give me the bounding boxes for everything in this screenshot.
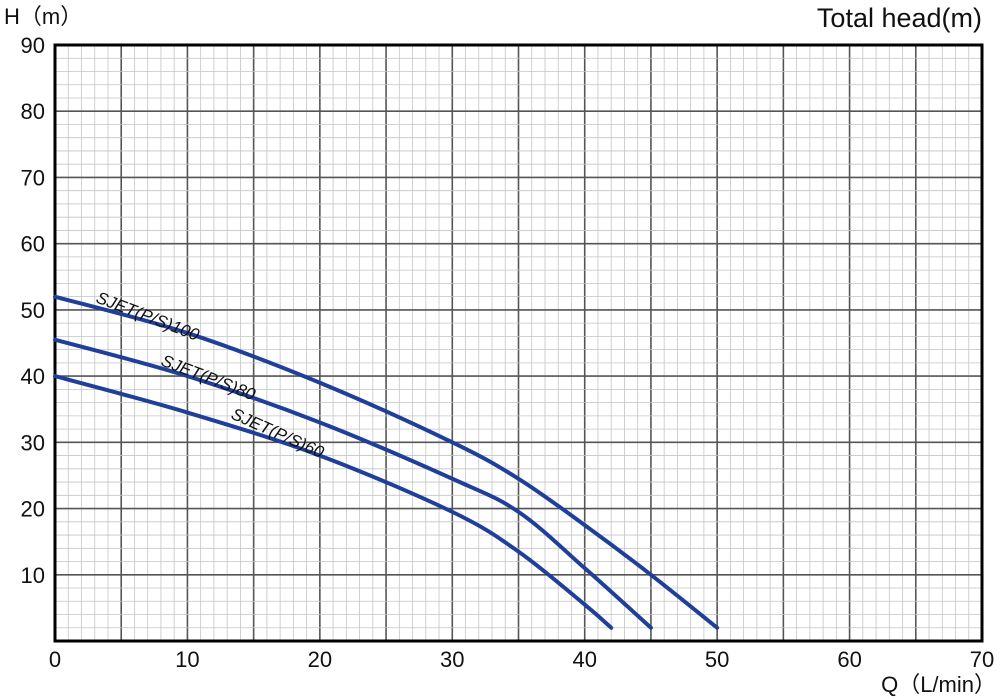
- x-axis-title: Q（L/min）: [881, 672, 996, 697]
- y-tick-label: 60: [21, 232, 45, 257]
- series-layer: [53, 294, 720, 630]
- y-tick-label: 40: [21, 364, 45, 389]
- x-tick-label: 0: [49, 647, 61, 672]
- x-tick-label: 40: [572, 647, 596, 672]
- series-line-2: [53, 337, 653, 630]
- tick-layer: 0 10 20 30 40 50 60 70 10 20 30 40 50 60 70 80 90: [21, 33, 995, 672]
- y-tick-label: 10: [21, 563, 45, 588]
- x-tick-label: 20: [308, 647, 332, 672]
- x-tick-label: 10: [175, 647, 199, 672]
- y-tick-label: 50: [21, 298, 45, 323]
- x-tick-label: 60: [837, 647, 861, 672]
- chart-title: Total head(m): [817, 3, 982, 33]
- plot-frame: [53, 43, 984, 643]
- y-tick-label: 80: [21, 99, 45, 124]
- x-tick-label: 30: [440, 647, 464, 672]
- series-label-2: SJET(P/S)80: [159, 351, 259, 404]
- y-tick-label: 90: [21, 33, 45, 58]
- series-line-3: [53, 374, 614, 630]
- y-tick-label: 70: [21, 165, 45, 190]
- y-tick-label: 20: [21, 497, 45, 522]
- x-tick-label: 70: [970, 647, 994, 672]
- x-tick-label: 50: [705, 647, 729, 672]
- series-label-3: SJET(P/S)60: [228, 404, 327, 462]
- series-line-1: [53, 294, 720, 630]
- y-axis-title: H（m）: [4, 4, 82, 29]
- y-tick-label: 30: [21, 430, 45, 455]
